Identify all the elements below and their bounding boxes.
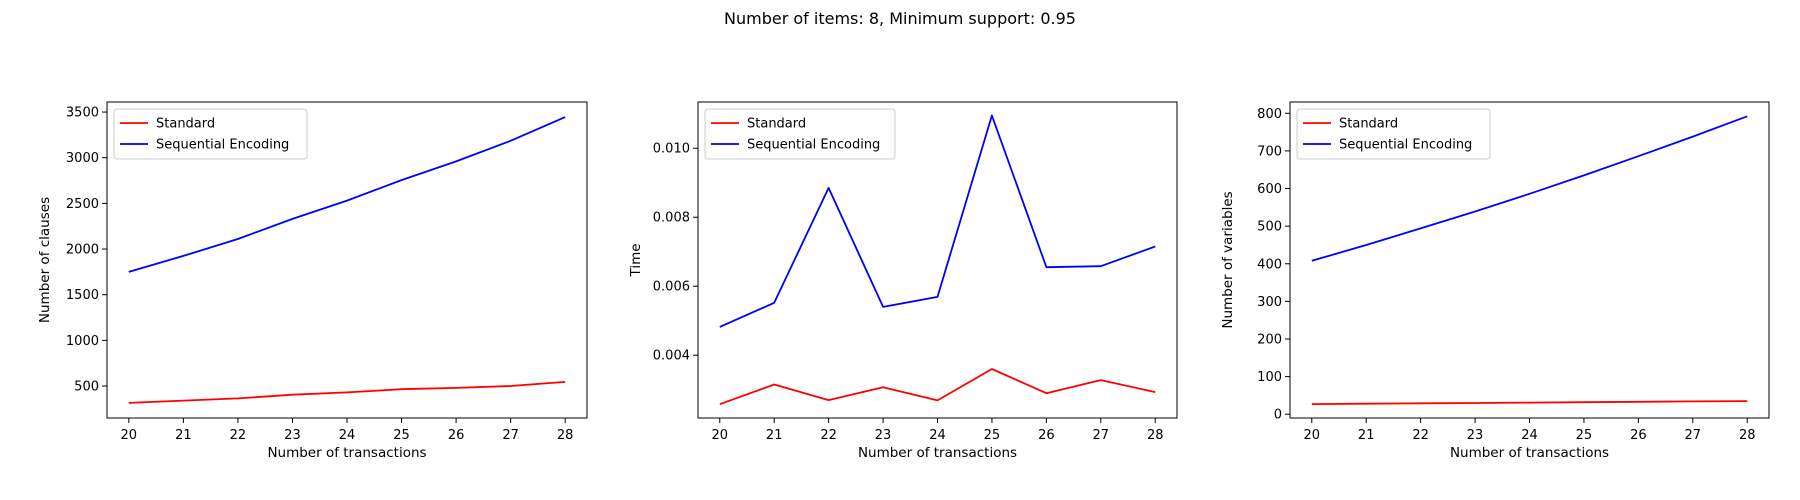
x-tick-label: 27: [1093, 428, 1110, 443]
series-line-standard: [128, 381, 566, 404]
y-tick-label: 800: [1257, 107, 1282, 122]
x-tick-label: 20: [1303, 428, 1320, 443]
y-tick-label: 0.008: [653, 211, 690, 226]
x-tick-label: 22: [230, 428, 247, 443]
x-tick-label: 22: [820, 428, 837, 443]
x-tick-label: 26: [448, 428, 465, 443]
x-tick-label: 20: [121, 428, 138, 443]
y-tick-label: 200: [1257, 333, 1282, 348]
y-tick-label: 600: [1257, 182, 1282, 197]
legend-label-sequential-encoding: Sequential Encoding: [747, 138, 880, 153]
y-tick-label: 300: [1257, 295, 1282, 310]
x-tick-label: 23: [284, 428, 301, 443]
x-tick-label: 20: [711, 428, 728, 443]
y-tick-label: 3000: [66, 151, 99, 166]
chart-panel-3: 20 21 22 23 24 25 26 27 28 0 100 200 300 400 500 600 700…: [1220, 101, 1770, 461]
y-tick-label: 2000: [66, 243, 99, 258]
y-axis-label: Number of variables: [1220, 191, 1236, 328]
figure-title: Number of items: 8, Minimum support: 0.9…: [724, 9, 1076, 28]
y-tick-label: 100: [1257, 370, 1282, 385]
x-tick-label: 26: [1630, 428, 1647, 443]
legend-label-standard: Standard: [1339, 117, 1398, 132]
y-tick-label: 1500: [66, 288, 99, 303]
y-axis-label: Time: [628, 243, 644, 277]
x-tick-label: 28: [1739, 428, 1756, 443]
y-tick-label: 700: [1257, 144, 1282, 159]
series-line-sequential-encoding: [128, 116, 566, 273]
y-tick-label: 0.010: [653, 142, 690, 157]
chart-panel-2: 20 21 22 23 24 25 26 27 28 0.004 0.006 0.008 0.010 Nu…: [628, 101, 1178, 461]
y-tick-label: 400: [1257, 257, 1282, 272]
y-tick-label: 1000: [66, 334, 99, 349]
legend-box: [704, 108, 896, 160]
y-axis-label: Number of clauses: [37, 197, 53, 323]
x-axis-label: Number of transactions: [1450, 445, 1609, 461]
series-line-standard: [1311, 400, 1748, 405]
x-tick-label: 24: [339, 428, 356, 443]
y-tick-label: 0.004: [653, 349, 690, 364]
x-tick-label: 26: [1038, 428, 1055, 443]
x-tick-label: 23: [875, 428, 892, 443]
series-line-standard: [719, 368, 1156, 406]
x-tick-label: 27: [502, 428, 519, 443]
x-tick-label: 23: [1467, 428, 1484, 443]
series-line-sequential-encoding: [1311, 115, 1748, 262]
y-tick-label: 500: [1257, 220, 1282, 235]
y-tick-label: 3500: [66, 106, 99, 121]
x-tick-label: 24: [1521, 428, 1538, 443]
legend-box: [1296, 108, 1491, 160]
x-tick-label: 22: [1412, 428, 1429, 443]
chart-panel-1: 20 21 22 23 24 25 26 27 28 500 1000 1500 2000 2500 300…: [37, 101, 588, 461]
y-tick-label: 500: [74, 380, 99, 395]
x-tick-label: 21: [1358, 428, 1375, 443]
x-tick-label: 25: [1576, 428, 1593, 443]
legend-label-standard: Standard: [747, 117, 806, 132]
x-tick-label: 28: [557, 428, 574, 443]
x-tick-label: 21: [175, 428, 192, 443]
x-tick-label: 24: [929, 428, 946, 443]
legend-label-standard: Standard: [156, 117, 215, 132]
x-tick-label: 25: [984, 428, 1001, 443]
legend-label-sequential-encoding: Sequential Encoding: [1339, 138, 1472, 153]
series-line-sequential-encoding: [719, 114, 1156, 328]
x-axis-label: Number of transactions: [858, 445, 1017, 461]
x-tick-label: 21: [766, 428, 783, 443]
y-tick-label: 0: [1274, 408, 1282, 423]
y-tick-label: 2500: [66, 197, 99, 212]
x-tick-label: 28: [1147, 428, 1164, 443]
x-tick-label: 27: [1685, 428, 1702, 443]
legend-box: [113, 108, 308, 160]
x-tick-label: 25: [393, 428, 410, 443]
x-axis-label: Number of transactions: [267, 445, 426, 461]
y-tick-label: 0.006: [653, 280, 690, 295]
legend-label-sequential-encoding: Sequential Encoding: [156, 138, 289, 153]
